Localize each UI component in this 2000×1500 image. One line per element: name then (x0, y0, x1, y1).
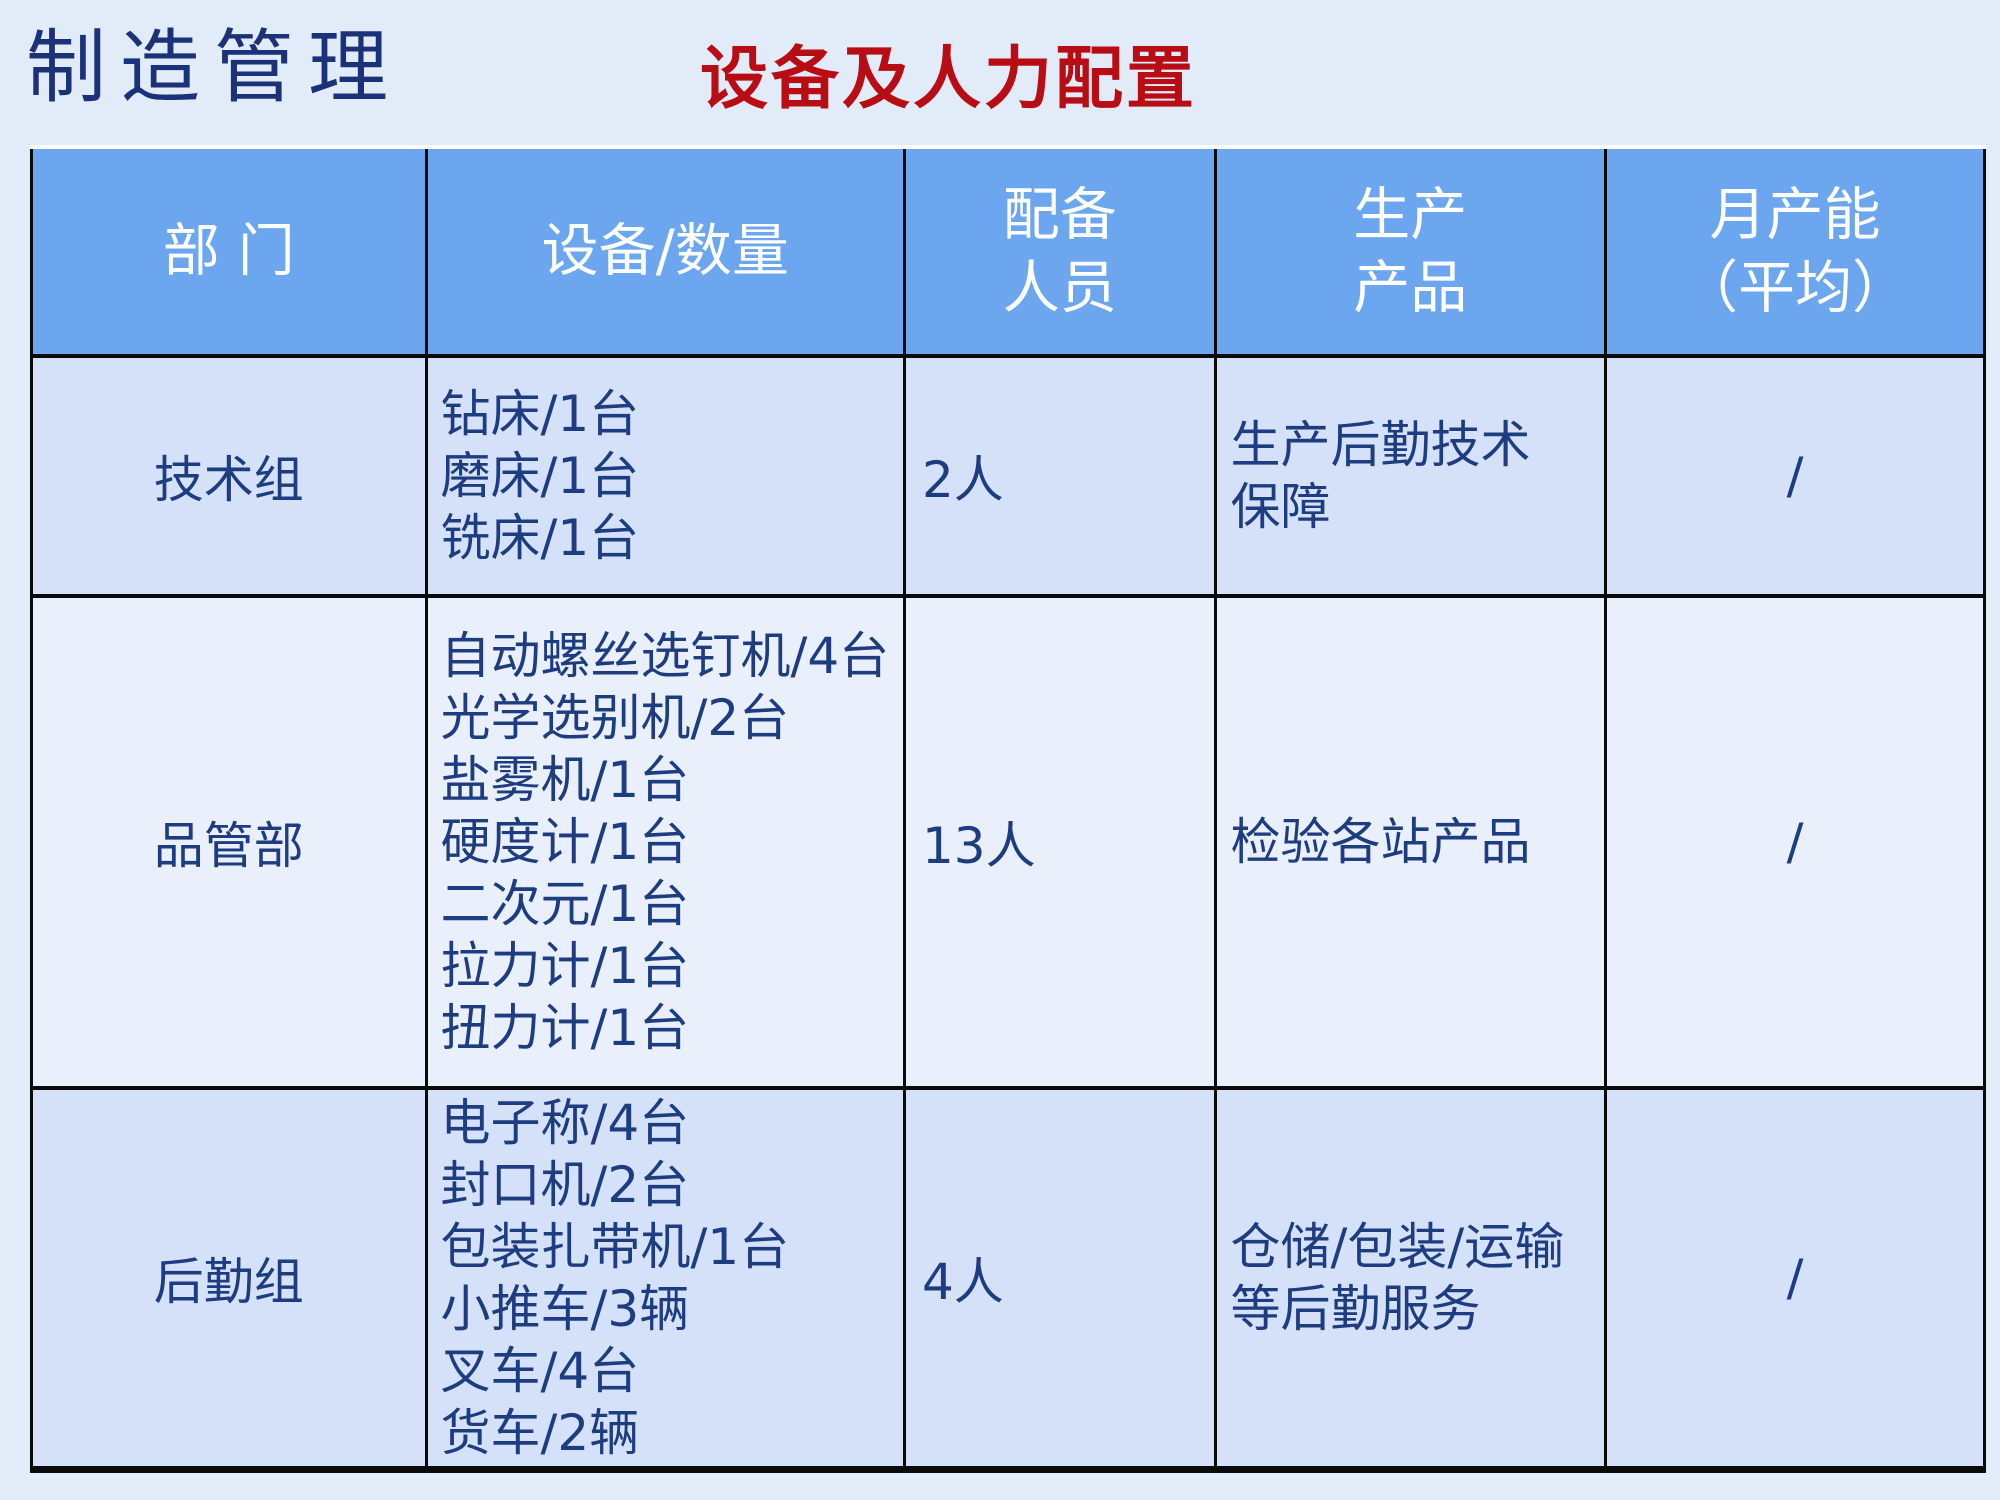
column-header-capacity-label: 月产能 （平均） (1681, 181, 1910, 321)
equipment-item: 电子称/4台 (440, 1093, 690, 1152)
cell-equipment-list: 钻床/1台 磨床/1台 铣床/1台 (424, 354, 906, 598)
cell-products: 仓储/包装/运输等后勤服务 (1213, 1086, 1608, 1471)
cell-staff-count: 13人 (902, 594, 1217, 1090)
equipment-item: 自动螺丝选钉机/4台 (440, 627, 890, 685)
equipment-item: 磨床/1台 (440, 447, 640, 505)
cell-staff-count: 4人 (902, 1086, 1217, 1471)
equipment-item: 拉力计/1台 (440, 937, 690, 995)
equipment-table: 部 门 设备/数量 配备 人员 生产 产品 月产能 （平均） 技术组 钻床/1台… (30, 145, 1986, 1473)
equipment-item: 硬度计/1台 (440, 813, 690, 871)
cell-equipment-list: 电子称/4台 封口机/2台 包装扎带机/1台 小推车/3辆 叉车/4台 货车/2… (424, 1086, 906, 1471)
column-header-staff: 配备 人员 (902, 145, 1217, 358)
equipment-item: 光学选别机/2台 (440, 689, 790, 747)
equipment-item: 盐雾机/1台 (440, 751, 690, 809)
column-header-staff-label: 配备 人员 (1002, 181, 1117, 321)
cell-monthly-capacity: / (1604, 354, 1986, 598)
column-header-equipment: 设备/数量 (424, 145, 906, 358)
cell-department: 后勤组 (30, 1086, 428, 1471)
equipment-item: 钻床/1台 (440, 385, 640, 443)
cell-staff-count: 2人 (902, 354, 1217, 598)
cell-monthly-capacity: / (1604, 594, 1986, 1090)
cell-department: 技术组 (30, 354, 428, 598)
equipment-item: 扭力计/1台 (440, 999, 690, 1057)
cell-equipment-list: 自动螺丝选钉机/4台 光学选别机/2台 盐雾机/1台 硬度计/1台 二次元/1台… (424, 594, 906, 1090)
equipment-item: 叉车/4台 (440, 1341, 640, 1400)
table-row-logistics-group: 后勤组 电子称/4台 封口机/2台 包装扎带机/1台 小推车/3辆 叉车/4台 … (30, 1086, 1986, 1471)
page-title: 制造管理 (26, 21, 402, 114)
equipment-item: 二次元/1台 (440, 875, 690, 933)
table-row-technical-group: 技术组 钻床/1台 磨床/1台 铣床/1台 2人 生产后勤技术保障 / (30, 354, 1986, 598)
column-header-equipment-label: 设备/数量 (541, 218, 789, 285)
cell-products: 生产后勤技术保障 (1213, 354, 1608, 598)
table-row-quality-dept: 品管部 自动螺丝选钉机/4台 光学选别机/2台 盐雾机/1台 硬度计/1台 二次… (30, 594, 1986, 1090)
equipment-item: 封口机/2台 (440, 1155, 690, 1214)
cell-products: 检验各站产品 (1213, 594, 1608, 1090)
column-header-department: 部 门 (30, 145, 428, 358)
column-header-department-label: 部 门 (162, 218, 295, 285)
equipment-item: 小推车/3辆 (440, 1279, 690, 1338)
equipment-item: 包装扎带机/1台 (440, 1217, 790, 1276)
column-header-products: 生产 产品 (1213, 145, 1608, 358)
cell-department: 品管部 (30, 594, 428, 1090)
equipment-item: 铣床/1台 (440, 509, 640, 567)
table-header-row: 部 门 设备/数量 配备 人员 生产 产品 月产能 （平均） (30, 145, 1986, 358)
column-header-capacity: 月产能 （平均） (1604, 145, 1986, 358)
cell-monthly-capacity: / (1604, 1086, 1986, 1471)
column-header-products-label: 生产 产品 (1353, 181, 1468, 321)
page-subtitle: 设备及人力配置 (700, 39, 1198, 119)
equipment-item: 货车/2辆 (440, 1403, 640, 1462)
